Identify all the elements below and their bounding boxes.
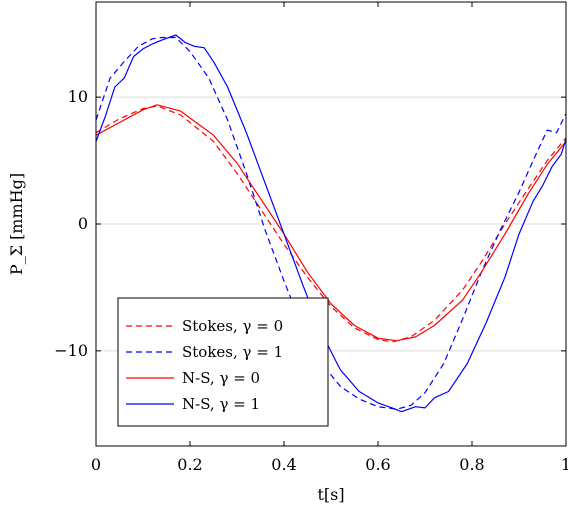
y-tick-label: −10 <box>54 341 88 360</box>
x-tick-label: 0.2 <box>177 455 202 474</box>
legend-label-2: Stokes, γ = 1 <box>182 343 283 361</box>
y-tick-label: 10 <box>68 87 88 106</box>
y-tick-label: 0 <box>78 214 88 233</box>
x-tick-label: 0 <box>91 455 101 474</box>
x-tick-label: 0.4 <box>271 455 296 474</box>
legend-label-1: Stokes, γ = 0 <box>182 317 283 335</box>
legend-label-3: N-S, γ = 0 <box>182 369 260 387</box>
x-tick-label: 1 <box>561 455 568 474</box>
y-axis-label: P_Σ [mmHg] <box>7 173 26 275</box>
legend: Stokes, γ = 0 Stokes, γ = 1 N-S, γ = 0 N-S,… <box>118 298 328 426</box>
legend-label-4: N-S, γ = 1 <box>182 395 260 413</box>
x-axis-label: t[s] <box>317 485 344 504</box>
x-tick-label: 0.8 <box>459 455 484 474</box>
x-tick-label: 0.6 <box>365 455 390 474</box>
